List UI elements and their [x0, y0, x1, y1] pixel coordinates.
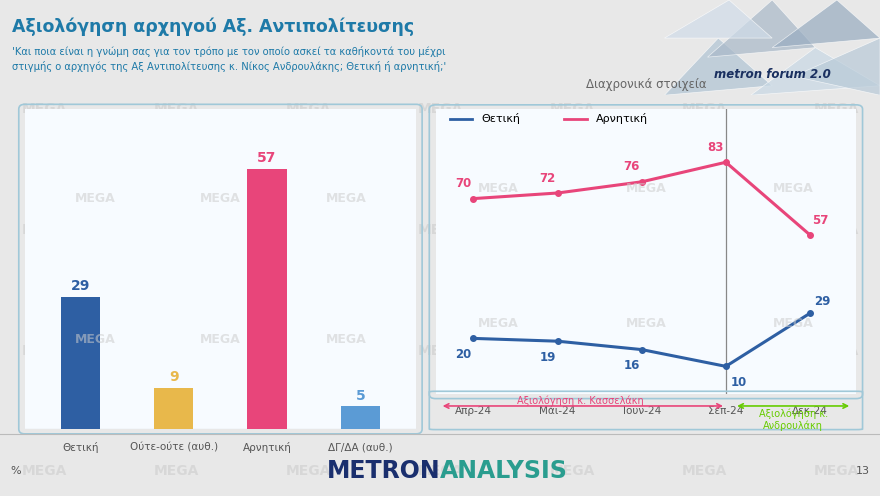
Bar [247, 169, 287, 429]
Text: 16: 16 [623, 360, 640, 372]
Text: MEGA: MEGA [21, 464, 67, 478]
Text: MEGA: MEGA [813, 223, 859, 237]
Text: 9: 9 [169, 370, 179, 384]
Text: 29: 29 [814, 295, 831, 308]
Text: MEGA: MEGA [549, 102, 595, 116]
Text: MEGA: MEGA [549, 344, 595, 358]
Text: MEGA: MEGA [326, 333, 366, 346]
Text: MEGA: MEGA [153, 223, 199, 237]
Text: 13: 13 [855, 466, 869, 476]
Text: MEGA: MEGA [417, 464, 463, 478]
Text: 20: 20 [455, 348, 472, 361]
Polygon shape [751, 48, 880, 95]
Text: MEGA: MEGA [626, 316, 666, 329]
Text: MEGA: MEGA [417, 102, 463, 116]
Text: ANALYSIS: ANALYSIS [440, 459, 568, 483]
Text: 70: 70 [455, 177, 472, 190]
Text: MEGA: MEGA [549, 223, 595, 237]
Text: 57: 57 [257, 151, 276, 165]
Text: MEGA: MEGA [681, 102, 727, 116]
Text: MEGA: MEGA [681, 223, 727, 237]
Bar [61, 297, 100, 429]
Bar [341, 406, 380, 429]
Text: 'Και ποια είναι η γνώμη σας για τον τρόπο με τον οποίο ασκεί τα καθήκοντά του μέ: 'Και ποια είναι η γνώμη σας για τον τρόπ… [12, 46, 446, 72]
Bar [154, 388, 194, 429]
Text: MEGA: MEGA [773, 183, 813, 195]
Text: metron forum 2.0: metron forum 2.0 [714, 68, 831, 81]
Text: MEGA: MEGA [285, 344, 331, 358]
Text: MEGA: MEGA [417, 223, 463, 237]
Text: MEGA: MEGA [285, 223, 331, 237]
Text: MEGA: MEGA [21, 344, 67, 358]
Polygon shape [708, 0, 816, 57]
Text: 83: 83 [708, 141, 724, 154]
Polygon shape [664, 0, 773, 38]
Text: MEGA: MEGA [200, 333, 241, 346]
Text: MEGA: MEGA [417, 344, 463, 358]
Text: Αξιολόγηση κ. Κασσελάκη: Αξιολόγηση κ. Κασσελάκη [517, 395, 644, 406]
Text: MEGA: MEGA [681, 464, 727, 478]
Text: MEGA: MEGA [479, 316, 519, 329]
Text: 76: 76 [623, 160, 640, 174]
Text: MEGA: MEGA [200, 192, 241, 205]
Text: Αξιολόγηση αρχηγού Αξ. Αντιπολίτευσης: Αξιολόγηση αρχηγού Αξ. Αντιπολίτευσης [12, 17, 414, 36]
Text: MEGA: MEGA [626, 183, 666, 195]
Text: 19: 19 [539, 351, 555, 364]
Text: MEGA: MEGA [153, 344, 199, 358]
Text: MEGA: MEGA [153, 464, 199, 478]
Polygon shape [773, 0, 880, 48]
Text: 57: 57 [812, 214, 828, 227]
Text: Αξιολόγηση κ.
Ανδρουλάκη: Αξιολόγηση κ. Ανδρουλάκη [759, 409, 828, 432]
Text: MEGA: MEGA [75, 192, 115, 205]
Text: MEGA: MEGA [75, 333, 115, 346]
Text: 10: 10 [730, 376, 746, 389]
Text: MEGA: MEGA [285, 102, 331, 116]
Text: MEGA: MEGA [813, 344, 859, 358]
Text: MEGA: MEGA [285, 464, 331, 478]
Polygon shape [664, 38, 773, 95]
Polygon shape [794, 38, 880, 95]
Text: MEGA: MEGA [21, 223, 67, 237]
Text: METRON: METRON [326, 459, 440, 483]
Text: 5: 5 [356, 388, 365, 403]
Text: %: % [11, 466, 21, 476]
Text: MEGA: MEGA [326, 192, 366, 205]
Text: MEGA: MEGA [813, 102, 859, 116]
Text: 29: 29 [71, 279, 91, 293]
Text: MEGA: MEGA [479, 183, 519, 195]
Text: MEGA: MEGA [813, 464, 859, 478]
Legend: Θετική, Αρνητική: Θετική, Αρνητική [445, 109, 652, 129]
Text: MEGA: MEGA [773, 316, 813, 329]
Text: MEGA: MEGA [681, 344, 727, 358]
Text: Διαχρονικά στοιχεία: Διαχρονικά στοιχεία [585, 77, 707, 91]
Text: MEGA: MEGA [549, 464, 595, 478]
Text: MEGA: MEGA [21, 102, 67, 116]
Text: MEGA: MEGA [153, 102, 199, 116]
Text: 72: 72 [539, 172, 555, 185]
